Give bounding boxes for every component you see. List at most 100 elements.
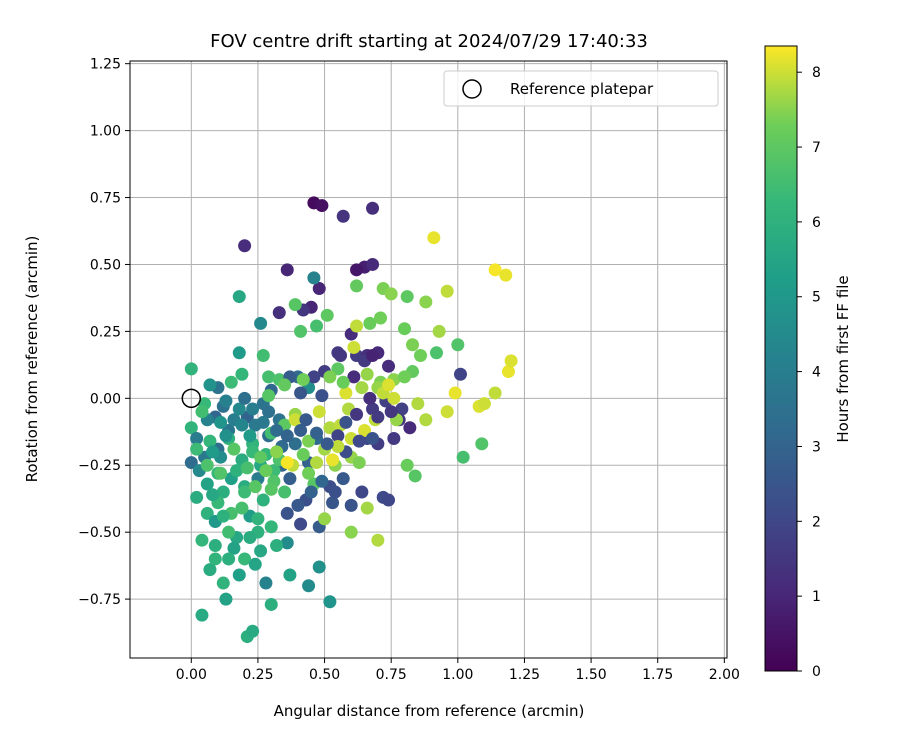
data-point <box>200 477 214 491</box>
data-point <box>432 324 446 338</box>
data-point <box>310 456 324 470</box>
data-point <box>363 391 377 405</box>
data-point <box>352 456 366 470</box>
data-point <box>264 482 278 496</box>
y-tick-label: −0.75 <box>78 592 121 608</box>
data-point <box>254 450 268 464</box>
y-tick-label: 0.00 <box>90 391 121 407</box>
data-point <box>195 533 209 547</box>
data-point <box>315 199 329 213</box>
data-point <box>382 493 396 507</box>
data-point <box>243 429 257 443</box>
data-point <box>440 284 454 298</box>
data-point <box>488 263 502 277</box>
data-point <box>272 306 286 320</box>
data-point <box>270 423 284 437</box>
data-point <box>248 557 262 571</box>
data-point <box>216 509 230 523</box>
data-point <box>232 568 246 582</box>
data-point <box>400 290 414 304</box>
x-tick-label: 1.75 <box>642 667 673 683</box>
data-point <box>278 485 292 499</box>
data-point <box>235 418 249 432</box>
x-tick-label: 1.50 <box>575 667 606 683</box>
colorbar-frame <box>764 45 798 672</box>
data-point <box>270 539 284 553</box>
data-point <box>203 378 217 392</box>
data-point <box>304 485 318 499</box>
data-point <box>352 434 366 448</box>
data-point <box>296 448 310 462</box>
data-point <box>200 458 214 472</box>
data-point <box>232 402 246 416</box>
data-point <box>360 501 374 515</box>
colorbar-label: Hours from first FF file <box>834 275 852 442</box>
data-point <box>374 311 388 325</box>
colorbar-tick-label: 7 <box>812 140 821 156</box>
data-point <box>310 319 324 333</box>
colorbar: 0 1 2 3 4 5 6 7 8 Hours from first FF file <box>764 45 852 680</box>
data-point <box>440 405 454 419</box>
data-point <box>358 423 372 437</box>
data-point <box>278 378 292 392</box>
data-point <box>350 407 364 421</box>
data-points <box>184 196 518 644</box>
data-point <box>288 298 302 312</box>
data-point <box>355 485 369 499</box>
data-point <box>355 381 369 395</box>
data-point <box>224 375 238 389</box>
reference-platepar-marker <box>181 388 202 409</box>
colorbar-tick-label: 6 <box>812 215 821 231</box>
x-tick-label: 2.00 <box>709 667 740 683</box>
data-point <box>331 362 345 376</box>
data-point <box>453 367 467 381</box>
data-point <box>326 453 340 467</box>
grid <box>130 61 727 658</box>
data-point <box>184 456 198 470</box>
data-point <box>448 386 462 400</box>
data-point <box>451 338 465 352</box>
x-axis-label: Angular distance from reference (arcmin) <box>274 702 585 720</box>
data-point <box>238 239 252 253</box>
data-point <box>419 413 433 427</box>
data-point <box>347 340 361 354</box>
data-point <box>222 525 236 539</box>
data-point <box>219 429 233 443</box>
data-point <box>456 450 470 464</box>
data-point <box>280 429 294 443</box>
data-point <box>235 501 249 515</box>
plot-frame <box>129 60 728 659</box>
data-point <box>344 498 358 512</box>
data-point <box>339 415 353 429</box>
data-point <box>190 431 204 445</box>
data-point <box>256 493 270 507</box>
colorbar-tick-label: 0 <box>812 664 821 680</box>
colorbar-tick-label: 8 <box>812 65 821 81</box>
data-point <box>382 378 396 392</box>
data-point <box>280 456 294 470</box>
data-point <box>232 290 246 304</box>
data-point <box>366 431 380 445</box>
data-point <box>320 308 334 322</box>
x-tick-label: 0.00 <box>176 667 207 683</box>
data-point <box>323 370 337 384</box>
data-point <box>262 389 276 403</box>
legend-label: Reference platepar <box>510 80 654 98</box>
data-point <box>371 533 385 547</box>
data-point <box>408 469 422 483</box>
data-point <box>248 480 262 494</box>
data-point <box>214 415 228 429</box>
data-point <box>312 282 326 296</box>
data-point <box>240 461 254 475</box>
data-point <box>283 472 297 486</box>
data-point <box>259 576 273 590</box>
data-point <box>419 295 433 309</box>
colorbar-tick-label: 3 <box>812 439 821 455</box>
data-point <box>334 348 348 362</box>
data-point <box>366 348 380 362</box>
data-point <box>427 231 441 245</box>
data-point <box>400 458 414 472</box>
data-point <box>331 440 345 454</box>
data-point <box>336 472 350 486</box>
